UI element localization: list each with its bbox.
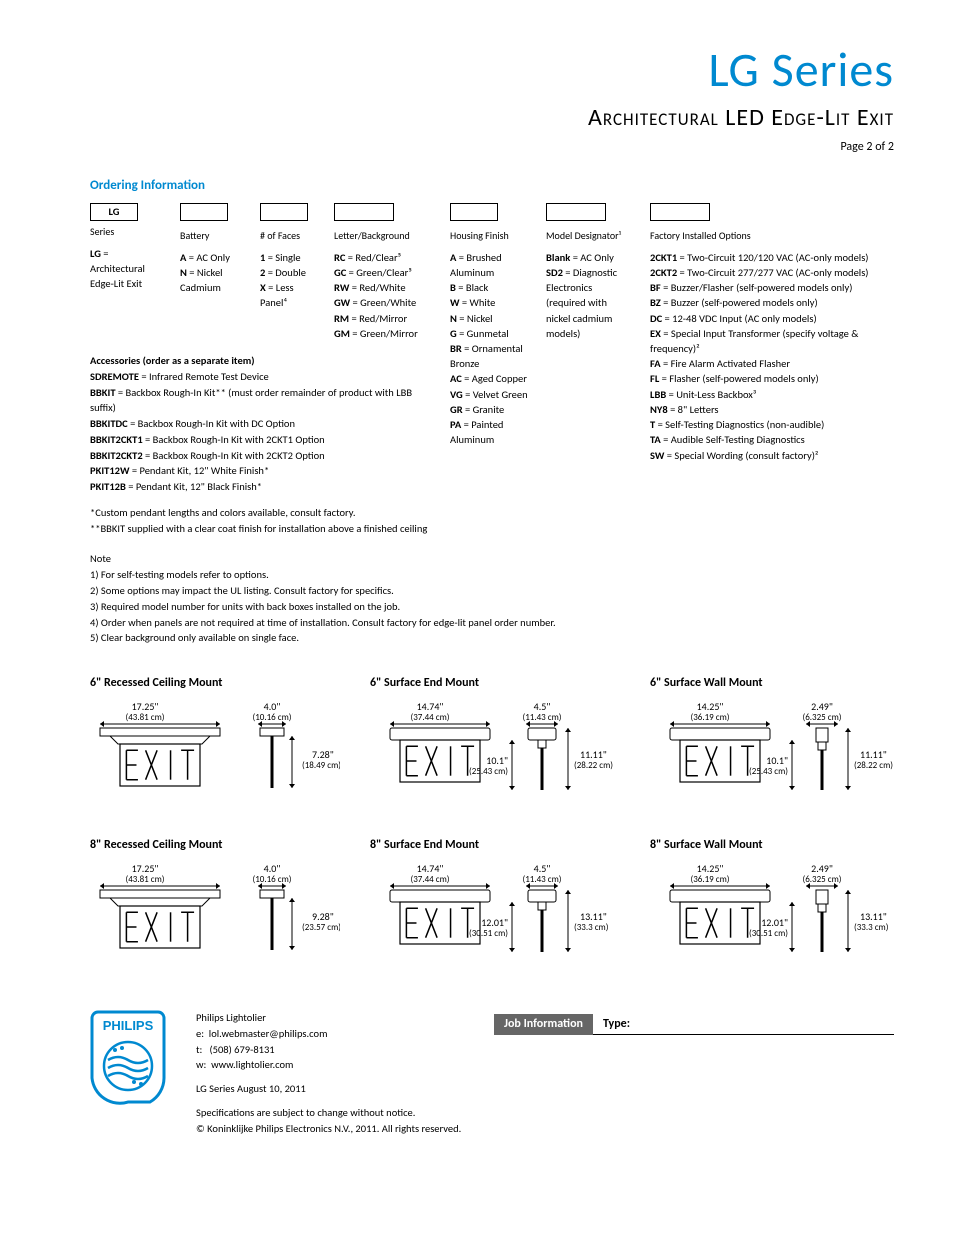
col-factory: Factory Installed Options 2CKT1 = Two-Ci… (650, 203, 906, 495)
col-letter: Letter/Background RC = Red/Clear⁵GC = Gr… (334, 203, 432, 341)
notes-list: 1) For self-testing models refer to opti… (90, 567, 894, 646)
col-faces: # of Faces 1 = Single2 = DoubleX = Less … (260, 203, 316, 341)
diagram-title: 8" Recessed Ceiling Mount (90, 838, 340, 852)
job-label: Job Information (494, 1014, 593, 1035)
svg-text:(11.43 cm): (11.43 cm) (522, 712, 561, 723)
svg-text:(10.16 cm): (10.16 cm) (252, 874, 291, 885)
diagram: 8" Surface End Mount14.74"(37.44 cm) 4.5… (370, 838, 620, 970)
svg-text:(18.49 cm): (18.49 cm) (302, 760, 340, 771)
job-info-bar: Job Information Type: (494, 1014, 894, 1035)
page-subtitle: Architectural LED Edge-Lit Exit (90, 103, 894, 132)
svg-text:(25.43 cm): (25.43 cm) (749, 766, 788, 777)
col-model: Model Designator¹ Blank = AC OnlySD2 = D… (546, 203, 632, 495)
diagram: 6" Surface Wall Mount14.25"(36.19 cm) 2.… (650, 676, 900, 808)
svg-text:(6.325 cm): (6.325 cm) (802, 712, 841, 723)
type-field[interactable]: Type: (593, 1014, 894, 1035)
ordering-heading: Ordering Information (90, 178, 894, 193)
svg-text:(10.16 cm): (10.16 cm) (252, 712, 291, 723)
svg-text:(23.57 cm): (23.57 cm) (302, 922, 340, 933)
svg-text:(28.22 cm): (28.22 cm) (574, 760, 613, 771)
diagram-title: 6" Surface Wall Mount (650, 676, 900, 690)
footer-text: Philips Lightolier e: lol.webmaster@phil… (196, 1010, 464, 1136)
diagrams-container: 6" Recessed Ceiling Mount17.25"(43.81 cm… (90, 676, 894, 970)
svg-text:PHILIPS: PHILIPS (103, 1018, 154, 1033)
svg-text:(30.51 cm): (30.51 cm) (749, 928, 788, 939)
svg-text:(25.43 cm): (25.43 cm) (469, 766, 508, 777)
diagram: 6" Recessed Ceiling Mount17.25"(43.81 cm… (90, 676, 340, 808)
svg-text:(33.3 cm): (33.3 cm) (854, 922, 889, 933)
col-series: LG Series LG = Architectural Edge-Lit Ex… (90, 203, 162, 341)
svg-text:(11.43 cm): (11.43 cm) (522, 874, 561, 885)
diagram: 8" Surface Wall Mount14.25"(36.19 cm) 2.… (650, 838, 900, 970)
svg-text:(37.44 cm): (37.44 cm) (410, 712, 449, 723)
page-footer: PHILIPS Philips Lightolier e: lol.webmas… (90, 1010, 894, 1136)
diagram-title: 8" Surface Wall Mount (650, 838, 900, 852)
diagram-row: 6" Recessed Ceiling Mount17.25"(43.81 cm… (90, 676, 894, 808)
svg-text:(6.325 cm): (6.325 cm) (802, 874, 841, 885)
diagram: 8" Recessed Ceiling Mount17.25"(43.81 cm… (90, 838, 340, 970)
svg-text:(36.19 cm): (36.19 cm) (690, 712, 729, 723)
page-number: Page 2 of 2 (90, 140, 894, 154)
accessories-block: Accessories (order as a separate item) S… (90, 353, 420, 495)
footnotes: *Custom pendant lengths and colors avail… (90, 505, 894, 537)
series-items: LG = Architectural Edge-Lit Exit (90, 246, 162, 292)
ordering-table: LG Series LG = Architectural Edge-Lit Ex… (90, 203, 432, 341)
col-housing: Housing Finish A = Brushed AluminumB = B… (450, 203, 528, 495)
svg-text:(43.81 cm): (43.81 cm) (125, 874, 164, 885)
diagram-row: 8" Recessed Ceiling Mount17.25"(43.81 cm… (90, 838, 894, 970)
svg-text:(37.44 cm): (37.44 cm) (410, 874, 449, 885)
svg-text:(33.3 cm): (33.3 cm) (574, 922, 609, 933)
philips-logo: PHILIPS (90, 1010, 166, 1109)
svg-text:(28.22 cm): (28.22 cm) (854, 760, 893, 771)
diagram-title: 8" Surface End Mount (370, 838, 620, 852)
diagram: 6" Surface End Mount14.74"(37.44 cm) 4.5… (370, 676, 620, 808)
svg-text:(36.19 cm): (36.19 cm) (690, 874, 729, 885)
notes-heading: Note (90, 552, 894, 565)
diagram-title: 6" Recessed Ceiling Mount (90, 676, 340, 690)
series-box: LG (90, 203, 138, 221)
col-battery: Battery A = AC OnlyN = Nickel Cadmium (180, 203, 242, 341)
svg-text:(30.51 cm): (30.51 cm) (469, 928, 508, 939)
svg-text:(43.81 cm): (43.81 cm) (125, 712, 164, 723)
page-title: LG Series (90, 40, 894, 99)
diagram-title: 6" Surface End Mount (370, 676, 620, 690)
